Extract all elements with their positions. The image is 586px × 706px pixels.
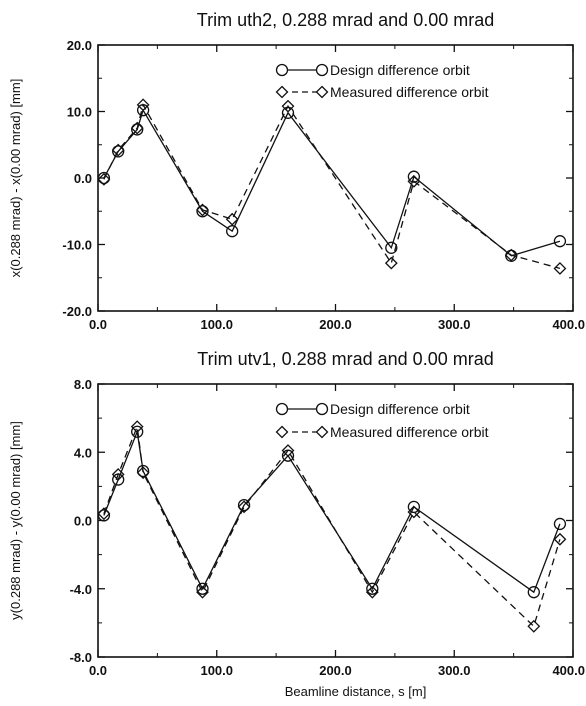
x-axis-label: Beamline distance, s [m] — [285, 684, 427, 699]
data-point-diamond — [407, 174, 421, 188]
data-point-diamond — [281, 99, 295, 113]
y-axis-label: x(0.288 mrad) - x(0.00 mrad) [mm] — [8, 79, 23, 278]
data-point-diamond — [136, 466, 150, 480]
x-tick-label: 0.0 — [89, 663, 107, 678]
data-point-circle — [407, 170, 421, 183]
y-tick-label: 4.0 — [74, 445, 92, 460]
data-point-diamond — [130, 121, 144, 135]
data-point-circle — [385, 241, 398, 254]
data-point-diamond — [407, 505, 421, 519]
data-point-circle — [131, 123, 144, 136]
x-tick-label: 200.0 — [319, 317, 352, 332]
chart-1: Trim uth2, 0.288 mrad and 0.00 mrad 0.0 10… — [8, 10, 585, 332]
x-tick-label: 300.0 — [438, 663, 471, 678]
data-point-circle — [407, 500, 421, 514]
series-line-2 — [103, 103, 561, 270]
data-point-circle — [553, 235, 567, 248]
chart-title: Trim utv1, 0.288 mrad and 0.00 mrad — [197, 349, 493, 369]
data-point-diamond — [527, 619, 541, 633]
legend-marker-diamond — [315, 425, 329, 439]
y-tick-label: 20.0 — [67, 38, 92, 53]
legend-label: Design difference orbit — [330, 62, 470, 78]
legend-marker-circle — [275, 402, 289, 416]
y-tick-label: -20.0 — [62, 304, 92, 319]
legend-marker-diamond — [275, 85, 289, 99]
legend-label: Design difference orbit — [330, 401, 470, 417]
data-point-diamond — [384, 256, 398, 270]
series-line-1 — [103, 429, 561, 594]
y-tick-label: 0.0 — [74, 171, 92, 186]
legend-marker-diamond — [315, 85, 329, 99]
y-tick-label: -4.0 — [70, 582, 92, 597]
x-tick-label: 300.0 — [438, 317, 471, 332]
data-point-diamond — [237, 500, 251, 514]
y-tick-label: -8.0 — [70, 650, 92, 665]
data-point-diamond — [196, 203, 209, 217]
y-tick-label: 0.0 — [74, 514, 92, 529]
data-point-diamond — [97, 172, 111, 186]
data-point-circle — [237, 498, 251, 512]
legend-marker-circle — [315, 63, 329, 77]
legend-label: Measured difference orbit — [330, 84, 489, 100]
data-point-diamond — [130, 420, 144, 434]
data-point-circle — [112, 145, 125, 158]
data-point-circle — [226, 225, 239, 238]
x-tick-label: 100.0 — [200, 317, 233, 332]
data-point-diamond — [225, 212, 239, 226]
data-point-circle — [196, 205, 209, 218]
y-tick-label: 10.0 — [67, 105, 92, 120]
y-tick-label: 8.0 — [74, 377, 92, 392]
chart-2: Trim utv1, 0.288 mrad and 0.00 mrad 0.0 10… — [8, 349, 585, 699]
x-tick-label: 400.0 — [552, 663, 585, 678]
data-point-diamond — [111, 143, 125, 157]
x-tick-label: 200.0 — [319, 663, 352, 678]
data-point-diamond — [111, 468, 125, 481]
data-point-diamond — [196, 585, 209, 599]
series-line-2 — [103, 424, 561, 628]
legend-marker-circle — [275, 63, 289, 77]
data-point-circle — [366, 582, 379, 595]
legend-marker-diamond — [275, 425, 289, 439]
data-point-diamond — [281, 444, 295, 457]
x-tick-label: 0.0 — [89, 317, 107, 332]
x-tick-label: 400.0 — [552, 317, 585, 332]
legend-marker-circle — [315, 402, 329, 416]
x-tick-label: 100.0 — [200, 663, 233, 678]
data-point-circle — [527, 586, 540, 599]
data-point-circle — [281, 449, 295, 462]
y-tick-label: -10.0 — [62, 238, 92, 253]
data-point-circle — [553, 517, 567, 531]
data-point-diamond — [365, 585, 379, 599]
chart-title: Trim uth2, 0.288 mrad and 0.00 mrad — [197, 10, 494, 30]
data-point-circle — [136, 464, 150, 478]
legend-label: Measured difference orbit — [330, 424, 489, 440]
data-point-diamond — [504, 248, 518, 262]
data-point-diamond — [136, 98, 150, 112]
data-point-circle — [196, 582, 209, 595]
y-axis-label: y(0.288 mrad) - y(0.00 mrad) [mm] — [8, 421, 23, 620]
data-point-diamond — [553, 262, 567, 275]
series-line-1 — [103, 108, 561, 257]
data-point-circle — [97, 509, 111, 522]
data-point-diamond — [97, 507, 111, 521]
data-point-circle — [97, 171, 111, 185]
data-point-circle — [131, 425, 144, 438]
data-point-diamond — [553, 532, 567, 546]
